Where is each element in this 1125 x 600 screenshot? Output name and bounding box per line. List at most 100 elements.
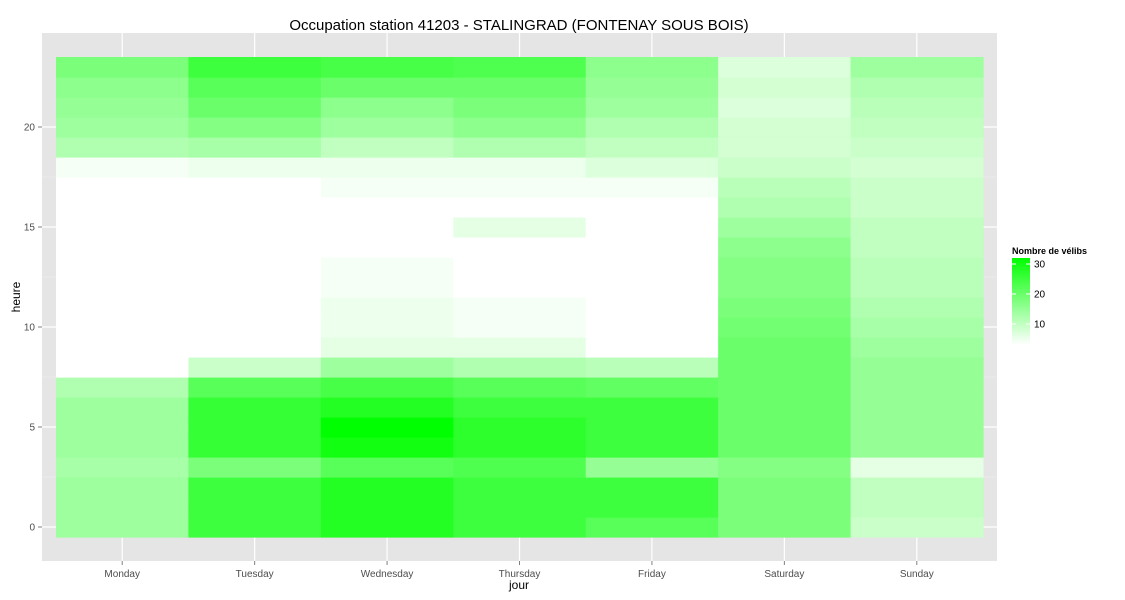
heatmap-cell [453,517,587,538]
x-tick-label: Wednesday [361,569,414,580]
heatmap-cell [188,237,322,258]
heatmap-cell [850,277,984,298]
heatmap-cell [585,117,719,138]
heatmap-cell [453,217,587,238]
heatmap-cell [453,117,587,138]
heatmap-cell [188,137,322,158]
heatmap-cell [320,477,454,498]
heatmap-cell [718,417,852,438]
heatmap-cell [585,497,719,518]
heatmap-cell [320,357,454,378]
heatmap-cell [850,317,984,338]
heatmap-cell [718,137,852,158]
heatmap-cell [850,97,984,118]
heatmap-cell [718,457,852,478]
heatmap-cell [718,517,852,538]
heatmap-cell [718,357,852,378]
heatmap-cell [320,517,454,538]
heatmap-cell [188,77,322,98]
heatmap-cell [453,457,587,478]
heatmap-cell [56,77,190,98]
heatmap-cell [453,197,587,218]
heatmap-cell [718,177,852,198]
heatmap-cell [56,277,190,298]
heatmap-cell [850,417,984,438]
heatmap-cell [850,137,984,158]
heatmap-cell [56,497,190,518]
heatmap-cell [56,417,190,438]
heatmap-cell [56,257,190,278]
heatmap-cell [718,57,852,78]
heatmap-cell [56,397,190,418]
heatmap-cell [585,477,719,498]
heatmap-cell [718,337,852,358]
legend: Nombre de vélibs 10 20 30 [1012,246,1087,345]
x-tick-label: Thursday [499,569,541,580]
heatmap-cell [188,117,322,138]
heatmap-cell [453,277,587,298]
heatmap-cell [453,57,587,78]
heatmap-cell [320,217,454,238]
heatmap-cell [188,397,322,418]
heatmap-cell [453,477,587,498]
heatmap-cell [850,237,984,258]
heatmap-cell [56,437,190,458]
heatmap-cell [453,497,587,518]
heatmap-cell [453,177,587,198]
x-tick-label: Tuesday [236,569,274,580]
legend-tick-label: 30 [1034,260,1046,271]
heatmap-cell [56,457,190,478]
heatmap-cell [188,497,322,518]
heatmap-cell [718,297,852,318]
heatmap-cell [850,257,984,278]
heatmap-cell [188,517,322,538]
heatmap-cell [188,457,322,478]
y-tick-label: 0 [29,523,35,534]
heatmap-cell [850,57,984,78]
heatmap-cell [320,337,454,358]
heatmap-cell [850,497,984,518]
heatmap-cell [453,357,587,378]
heatmap-cell [453,97,587,118]
heatmap-cell [188,177,322,198]
heatmap-cell [850,337,984,358]
heatmap-cell [585,197,719,218]
heatmap-cell [56,217,190,238]
heatmap-cell [56,357,190,378]
heatmap-cell [56,517,190,538]
heatmap-cell [585,257,719,278]
x-axis-ticks: Monday Tuesday Wednesday Thursday Friday Satu… [104,561,934,580]
heatmap-cell [188,477,322,498]
heatmap-cell [56,117,190,138]
heatmap-cell [453,137,587,158]
heatmap-cell [188,377,322,398]
heatmap-cell [56,237,190,258]
heatmap-cell [188,437,322,458]
heatmap-cell [585,177,719,198]
heatmap-cell [320,197,454,218]
heatmap-cell [188,277,322,298]
heatmap-cell [453,417,587,438]
heatmap-cell [320,457,454,478]
heatmap-cell [850,457,984,478]
heatmap-cell [585,277,719,298]
heatmap-cell [453,237,587,258]
heatmap-cell [56,97,190,118]
heatmap-cell [188,217,322,238]
heatmap-cell [850,397,984,418]
x-tick-label: Saturday [764,569,804,580]
heatmap-cell [56,197,190,218]
heatmap-cell [320,497,454,518]
heatmap-cell [453,337,587,358]
x-tick-label: Monday [104,569,140,580]
heatmap-cell [585,517,719,538]
heatmap-cell [320,417,454,438]
heatmap-cell [850,357,984,378]
heatmap-cell [850,217,984,238]
heatmap-cell [320,177,454,198]
heatmap-cell [585,457,719,478]
heatmap-cell [718,157,852,178]
heatmap-cell [56,157,190,178]
y-tick-label: 5 [29,423,35,434]
heatmap-cell [850,377,984,398]
